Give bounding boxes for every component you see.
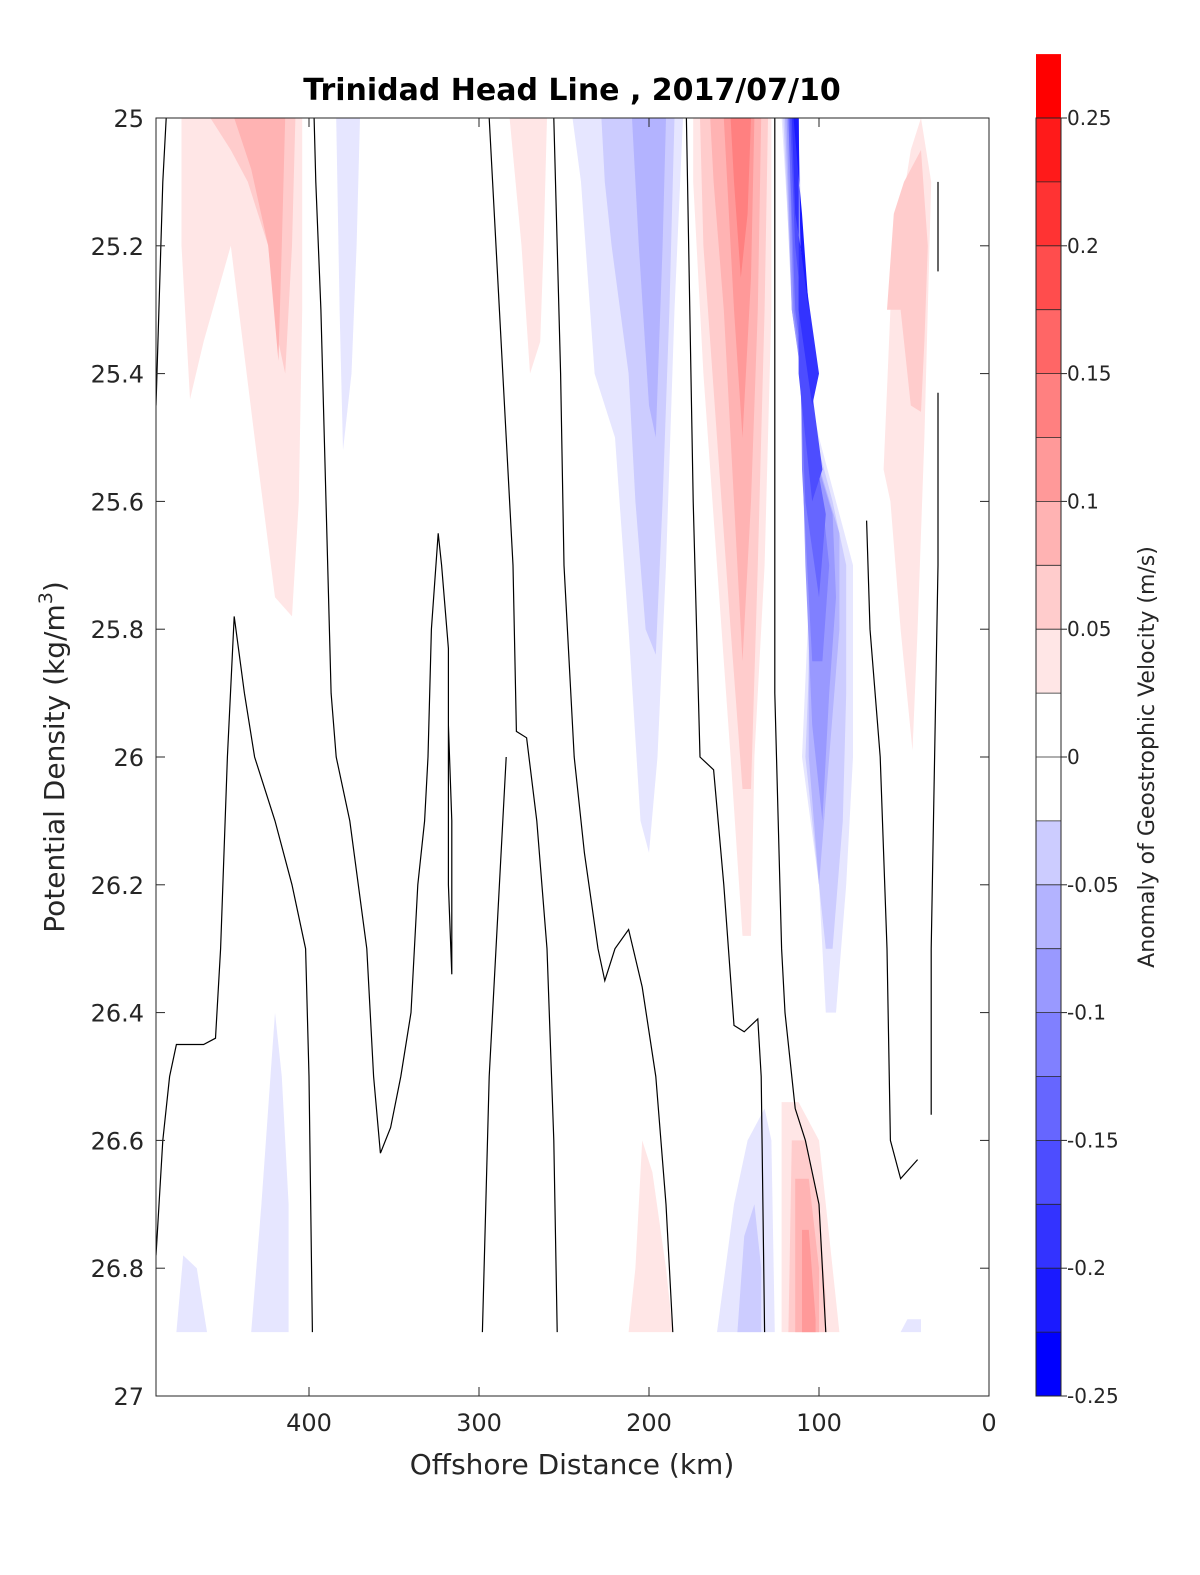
contour-region-deep-offshore-negative-1 — [176, 1255, 207, 1333]
y-tick-label-5: 26 — [113, 744, 144, 772]
colorbar-segment-5 — [1036, 1012, 1061, 1077]
colorbar-segment-16 — [1036, 309, 1061, 374]
zero-contour-8 — [866, 520, 919, 1180]
colorbar-segment-18 — [1036, 181, 1061, 246]
zero-contour-1 — [156, 616, 313, 1333]
contour-region-mid-positive-1 — [509, 118, 547, 374]
x-tick-label-300: 300 — [456, 1409, 502, 1437]
contour-region-deep-slope-positive-1 — [628, 1140, 673, 1333]
y-tick-label-7: 26.4 — [91, 1000, 144, 1028]
y-tick-label-6: 26.2 — [91, 872, 144, 900]
x-tick-label-400: 400 — [286, 1409, 332, 1437]
x-tick-label-100: 100 — [796, 1409, 842, 1437]
colorbar-tick-label-6: -0.05 — [1067, 873, 1119, 897]
colorbar-segment-12 — [1036, 565, 1061, 630]
colorbar-tick-label-4: 0.05 — [1067, 617, 1112, 641]
y-tick-label-9: 26.8 — [91, 1255, 144, 1283]
contour-region-shelf-jet-negative-8 — [791, 118, 819, 406]
x-tick-label-0: 0 — [981, 1409, 996, 1437]
x-tick-label-200: 200 — [626, 1409, 672, 1437]
axis-ticks: 400 300 200 100 0 25 25.2 25.4 25.6 25.8 26 26.2 26.… — [91, 105, 997, 1437]
contour-region-deep-nearshore-negative-1 — [900, 1319, 921, 1333]
colorbar: 0.25 0.2 0.15 0.1 0.05 0 -0.05 -0.1 -0.15 -0.2 -0.… — [1035, 54, 1119, 1408]
colorbar-tick-label-0: 0.25 — [1067, 106, 1112, 130]
colorbar-tick-label-7: -0.1 — [1067, 1001, 1106, 1025]
colorbar-segment-13 — [1036, 501, 1061, 566]
colorbar-segment-6 — [1036, 948, 1061, 1013]
colorbar-segment-11 — [1036, 629, 1061, 694]
filled-contour-layer — [176, 118, 932, 1333]
x-axis-label: Offshore Distance (km) — [410, 1448, 735, 1481]
colorbar-label: Anomaly of Geostrophic Velocity (m/s) — [1135, 546, 1160, 968]
zero-contour-6 — [685, 118, 766, 1333]
colorbar-segment-0 — [1036, 1332, 1061, 1396]
y-tick-label-10: 27 — [113, 1383, 144, 1411]
contour-region-offshore-negative-1 — [336, 118, 360, 451]
colorbar-tick-label-10: -0.25 — [1067, 1384, 1119, 1408]
zero-contour-layer — [156, 118, 939, 1333]
y-tick-label-2: 25.4 — [91, 361, 144, 389]
contour-region-shelf-jet-negative-9 — [793, 118, 809, 310]
colorbar-segment-17 — [1036, 245, 1061, 310]
contour-region-nearshore-positive-2 — [887, 150, 928, 412]
colorbar-segment-8 — [1036, 820, 1061, 885]
y-axis-label-main: Potential Density (kg/m — [38, 604, 71, 933]
chart-title: Trinidad Head Line , 2017/07/10 — [303, 73, 840, 108]
colorbar-segment-2 — [1036, 1204, 1061, 1269]
y-axis-label: Potential Density (kg/m3) — [35, 581, 71, 933]
zero-contour-4 — [481, 756, 507, 1333]
zero-contour-3 — [488, 118, 558, 1333]
colorbar-tick-label-1: 0.2 — [1067, 234, 1099, 258]
contour-region-deep-positive-4 — [802, 1229, 816, 1333]
colorbar-tick-label-2: 0.15 — [1067, 362, 1112, 386]
y-axis-label-end: ) — [38, 581, 71, 592]
zero-contour-0 — [156, 118, 167, 406]
contour-region-mid-shelf-positive-5 — [730, 118, 751, 278]
colorbar-tick-label-3: 0.1 — [1067, 489, 1099, 513]
colorbar-tick-label-8: -0.15 — [1067, 1128, 1119, 1152]
colorbar-segment-14 — [1036, 437, 1061, 502]
colorbar-tick-label-9: -0.2 — [1067, 1256, 1106, 1280]
contour-region-offshore-positive-3 — [234, 118, 286, 361]
colorbar-segment-15 — [1036, 373, 1061, 438]
y-tick-label-3: 25.6 — [91, 488, 144, 516]
colorbar-segment-20 — [1036, 54, 1061, 118]
colorbar-tick-label-5: 0 — [1067, 745, 1080, 769]
colorbar-segment-1 — [1036, 1268, 1061, 1333]
colorbar-segment-7 — [1036, 884, 1061, 949]
zero-contour-2 — [313, 118, 453, 1154]
y-tick-label-4: 25.8 — [91, 616, 144, 644]
y-tick-label-1: 25.2 — [91, 233, 144, 261]
colorbar-segment-19 — [1036, 118, 1061, 182]
contour-region-deep-offshore-negative-2 — [251, 1012, 289, 1333]
y-tick-label-0: 25 — [113, 105, 144, 133]
contour-region-deep-negative-2 — [737, 1204, 762, 1333]
zero-contour-7 — [774, 118, 827, 1333]
colorbar-segment-3 — [1036, 1140, 1061, 1205]
colorbar-segment-4 — [1036, 1076, 1061, 1141]
y-tick-label-8: 26.6 — [91, 1127, 144, 1155]
zero-contour-5 — [553, 118, 674, 1333]
y-axis-label-superscript: 3 — [35, 592, 57, 604]
zero-contour-9 — [930, 392, 939, 1115]
contour-region-slope-negative-3 — [632, 118, 666, 438]
